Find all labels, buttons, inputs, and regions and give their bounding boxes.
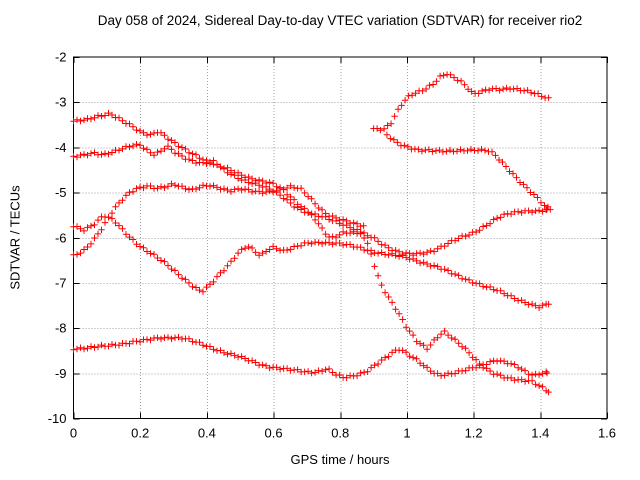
y-tick-label: -10	[48, 411, 67, 426]
series-pass-2	[70, 141, 551, 259]
y-tick-label: -4	[55, 140, 67, 155]
x-tick-label: 0.6	[265, 426, 283, 441]
x-tick-label: 1	[403, 426, 410, 441]
x-axis-label: GPS time / hours	[290, 452, 390, 467]
series-pass-7	[383, 131, 554, 213]
x-tick-label: 0.4	[198, 426, 216, 441]
axis-ticks	[73, 57, 608, 420]
series-pass-6	[370, 71, 552, 134]
y-tick-label: -8	[55, 321, 67, 336]
y-tick-label: -3	[55, 95, 67, 110]
tick-labels: 0 0.2 0.4 0.6 0.8 1 1.2 1.4 1.6 -10 -9 -8 -7 -6 -5 -4 -3…	[48, 50, 616, 441]
x-tick-label: 0	[70, 426, 77, 441]
chart-title: Day 058 of 2024, Sidereal Day-to-day VTE…	[97, 13, 583, 28]
y-tick-label: -7	[55, 275, 67, 290]
x-tick-label: 1.6	[598, 426, 616, 441]
series-pass-5	[70, 334, 551, 381]
series-pass-3	[70, 213, 552, 311]
y-tick-label: -2	[55, 50, 67, 65]
x-tick-label: 0.8	[331, 426, 349, 441]
series-pass-4	[70, 180, 367, 258]
y-tick-label: -6	[55, 230, 67, 245]
x-tick-label: 0.2	[131, 426, 149, 441]
x-tick-label: 1.2	[465, 426, 483, 441]
y-tick-label: -5	[55, 185, 67, 200]
x-tick-label: 1.4	[531, 426, 549, 441]
y-tick-label: -9	[55, 366, 67, 381]
series-pass-1	[70, 109, 552, 396]
grid	[73, 57, 607, 419]
y-axis-label: SDTVAR / TECUs	[7, 185, 23, 290]
